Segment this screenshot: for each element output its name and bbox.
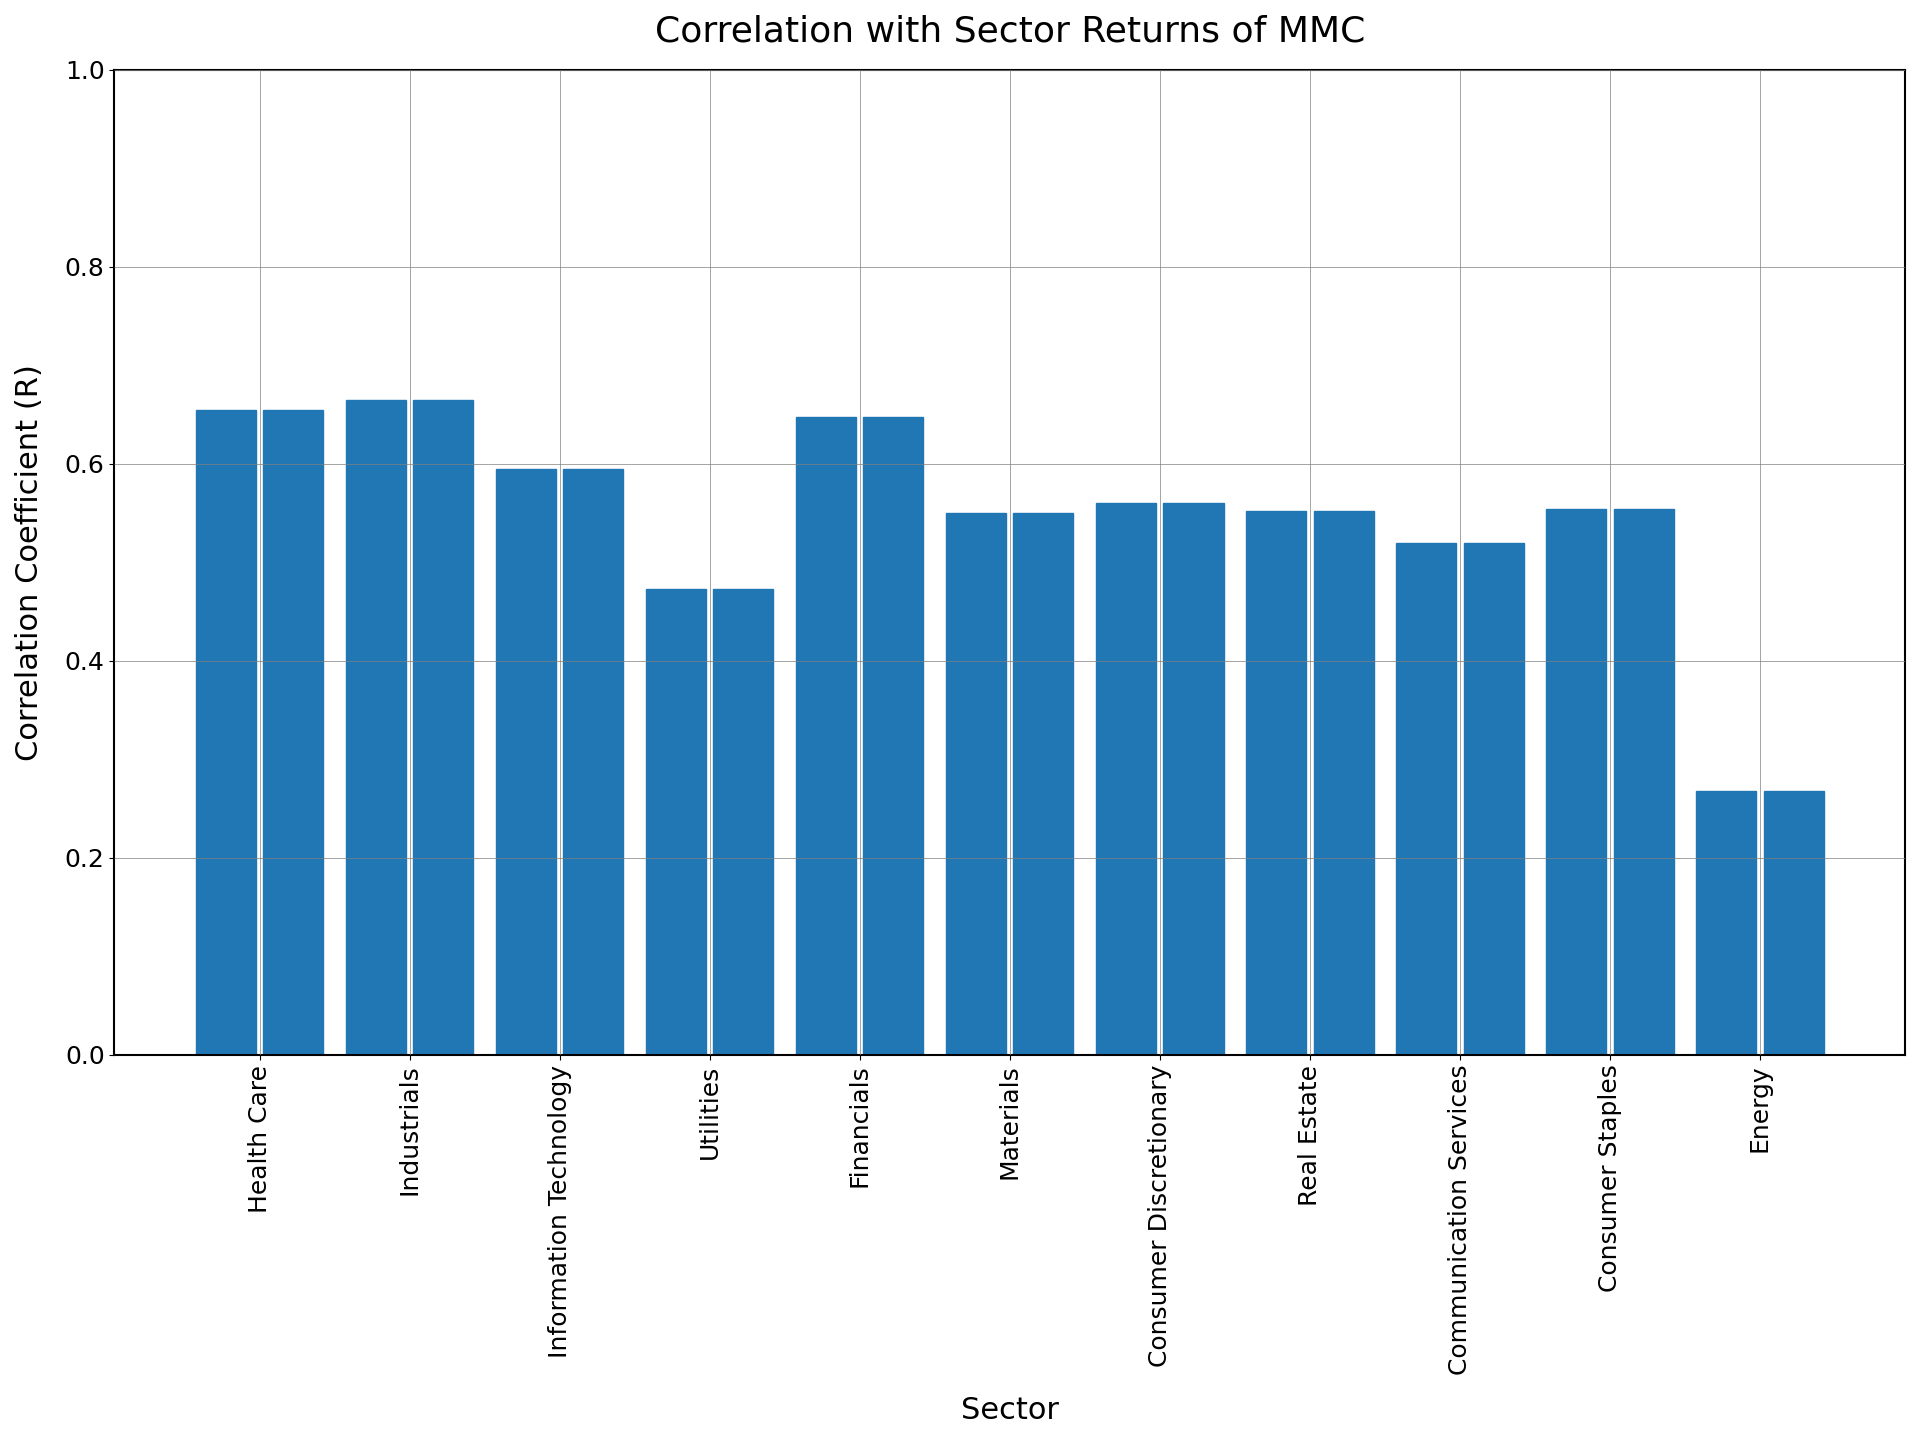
Bar bbox=[1546, 510, 1605, 1056]
Bar bbox=[1695, 791, 1757, 1056]
Bar bbox=[1164, 503, 1223, 1056]
Bar bbox=[263, 409, 323, 1056]
Bar bbox=[1396, 543, 1455, 1056]
Bar bbox=[645, 589, 707, 1056]
Bar bbox=[1313, 511, 1373, 1056]
X-axis label: Sector: Sector bbox=[960, 1395, 1058, 1426]
Bar bbox=[1463, 543, 1524, 1056]
Bar bbox=[1613, 510, 1674, 1056]
Y-axis label: Correlation Coefficient (R): Correlation Coefficient (R) bbox=[15, 364, 44, 760]
Title: Correlation with Sector Returns of MMC: Correlation with Sector Returns of MMC bbox=[655, 14, 1365, 49]
Bar bbox=[1096, 503, 1156, 1056]
Bar bbox=[495, 468, 557, 1056]
Bar bbox=[346, 400, 405, 1056]
Bar bbox=[1764, 791, 1824, 1056]
Bar bbox=[714, 589, 774, 1056]
Bar bbox=[196, 409, 255, 1056]
Bar bbox=[864, 416, 924, 1056]
Bar bbox=[797, 416, 856, 1056]
Bar bbox=[1246, 511, 1306, 1056]
Bar bbox=[413, 400, 474, 1056]
Bar bbox=[563, 468, 624, 1056]
Bar bbox=[1014, 513, 1073, 1056]
Bar bbox=[947, 513, 1006, 1056]
